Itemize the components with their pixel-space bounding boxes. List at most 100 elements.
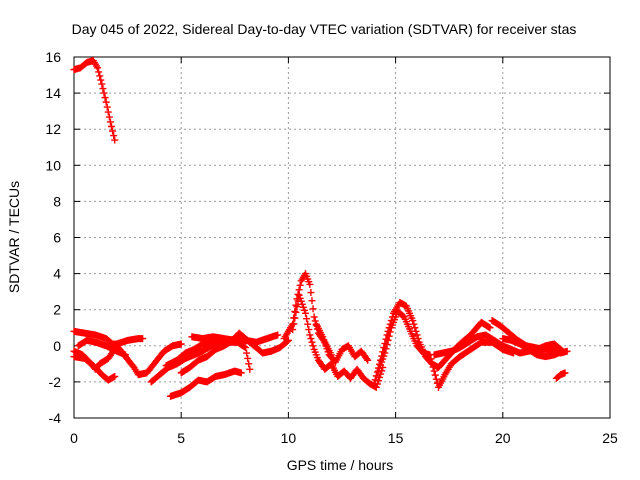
data-point [382,345,390,353]
data-point [409,317,417,325]
data-point [97,76,105,84]
data-point [121,351,129,359]
data-point [292,308,300,316]
data-point [105,113,113,121]
data-point [309,305,317,313]
data-point [427,355,435,363]
data-point [99,85,107,93]
data-point [101,94,109,102]
data-point [111,372,119,380]
y-tick-label: -4 [49,410,62,426]
data-point [291,314,299,322]
data-point [383,341,391,349]
y-axis-title: SDTVAR / TECUs [6,181,22,293]
data-point [245,360,253,368]
data-point [109,127,117,135]
y-tick-label: 14 [45,85,61,101]
x-tick-label: 15 [388,430,404,446]
data-point [559,347,567,355]
y-axis-ticks: -4 -2 0 2 4 6 8 10 12 14 16 [45,49,610,426]
data-point [311,317,319,325]
x-tick-label: 20 [495,430,511,446]
data-point [246,365,254,373]
y-tick-label: 2 [53,302,61,318]
data-point [310,313,318,321]
data-point [292,301,300,309]
data-point [111,136,119,144]
data-point [381,349,389,357]
data-point [106,118,114,126]
series-arc-g [166,367,245,400]
data-point [363,355,371,363]
data-point [307,289,315,297]
series-arc-p [552,369,569,382]
x-tick-label: 25 [602,430,618,446]
x-axis-title: GPS time / hours [287,457,394,473]
data-point [428,359,436,367]
series-arc-i [188,333,254,373]
data-point [308,297,316,305]
data-point [96,72,104,80]
data-point [371,376,379,384]
data-point [374,377,382,385]
data-point [413,331,421,339]
data-point [303,315,311,323]
data-point [95,68,103,76]
data-point [102,98,110,106]
chart-title: Day 045 of 2022, Sidereal Day-to-day VTE… [72,21,577,37]
data-point [139,335,147,343]
data-point [108,122,116,130]
series-arc-o [499,335,567,361]
data-point [94,64,102,72]
data-point [302,309,310,317]
series-arc-c [70,353,119,384]
data-point [386,328,394,336]
data-point [103,103,111,111]
data-point [410,320,418,328]
data-point [289,326,297,334]
x-tick-label: 0 [70,430,78,446]
data-point [431,371,439,379]
y-tick-label: 0 [53,338,61,354]
data-point [384,336,392,344]
data-point [110,132,118,140]
y-tick-label: 8 [53,193,61,209]
series-arc-early-high [70,57,119,144]
data-point [244,354,252,362]
x-axis-ticks: 0 5 10 15 20 25 [70,57,618,446]
data-point [243,349,251,357]
data-point [274,331,282,339]
data-point [373,368,381,376]
data-point [385,332,393,340]
data-point [432,375,440,383]
data-point [240,343,248,351]
data-points [70,57,571,400]
data-point [486,324,494,332]
data-point [430,367,438,375]
x-tick-label: 10 [281,430,297,446]
data-point [372,383,380,391]
data-point [306,280,314,288]
data-point [294,290,302,298]
series-arc-j [289,291,387,391]
data-point [104,108,112,116]
data-point [304,320,312,328]
y-tick-label: -2 [49,374,62,390]
data-point [305,326,313,334]
data-point [237,369,245,377]
data-point [370,380,378,388]
data-point [293,303,301,311]
y-tick-label: 12 [45,121,61,137]
y-tick-label: 16 [45,49,61,65]
series-arc-d [74,336,129,359]
data-point [296,281,304,289]
data-point [372,372,380,380]
y-tick-label: 4 [53,266,61,282]
data-point [307,335,315,343]
data-point [306,331,314,339]
series-arc-k [312,320,372,366]
data-point [376,373,384,381]
data-point [309,342,317,350]
data-point [291,308,299,316]
